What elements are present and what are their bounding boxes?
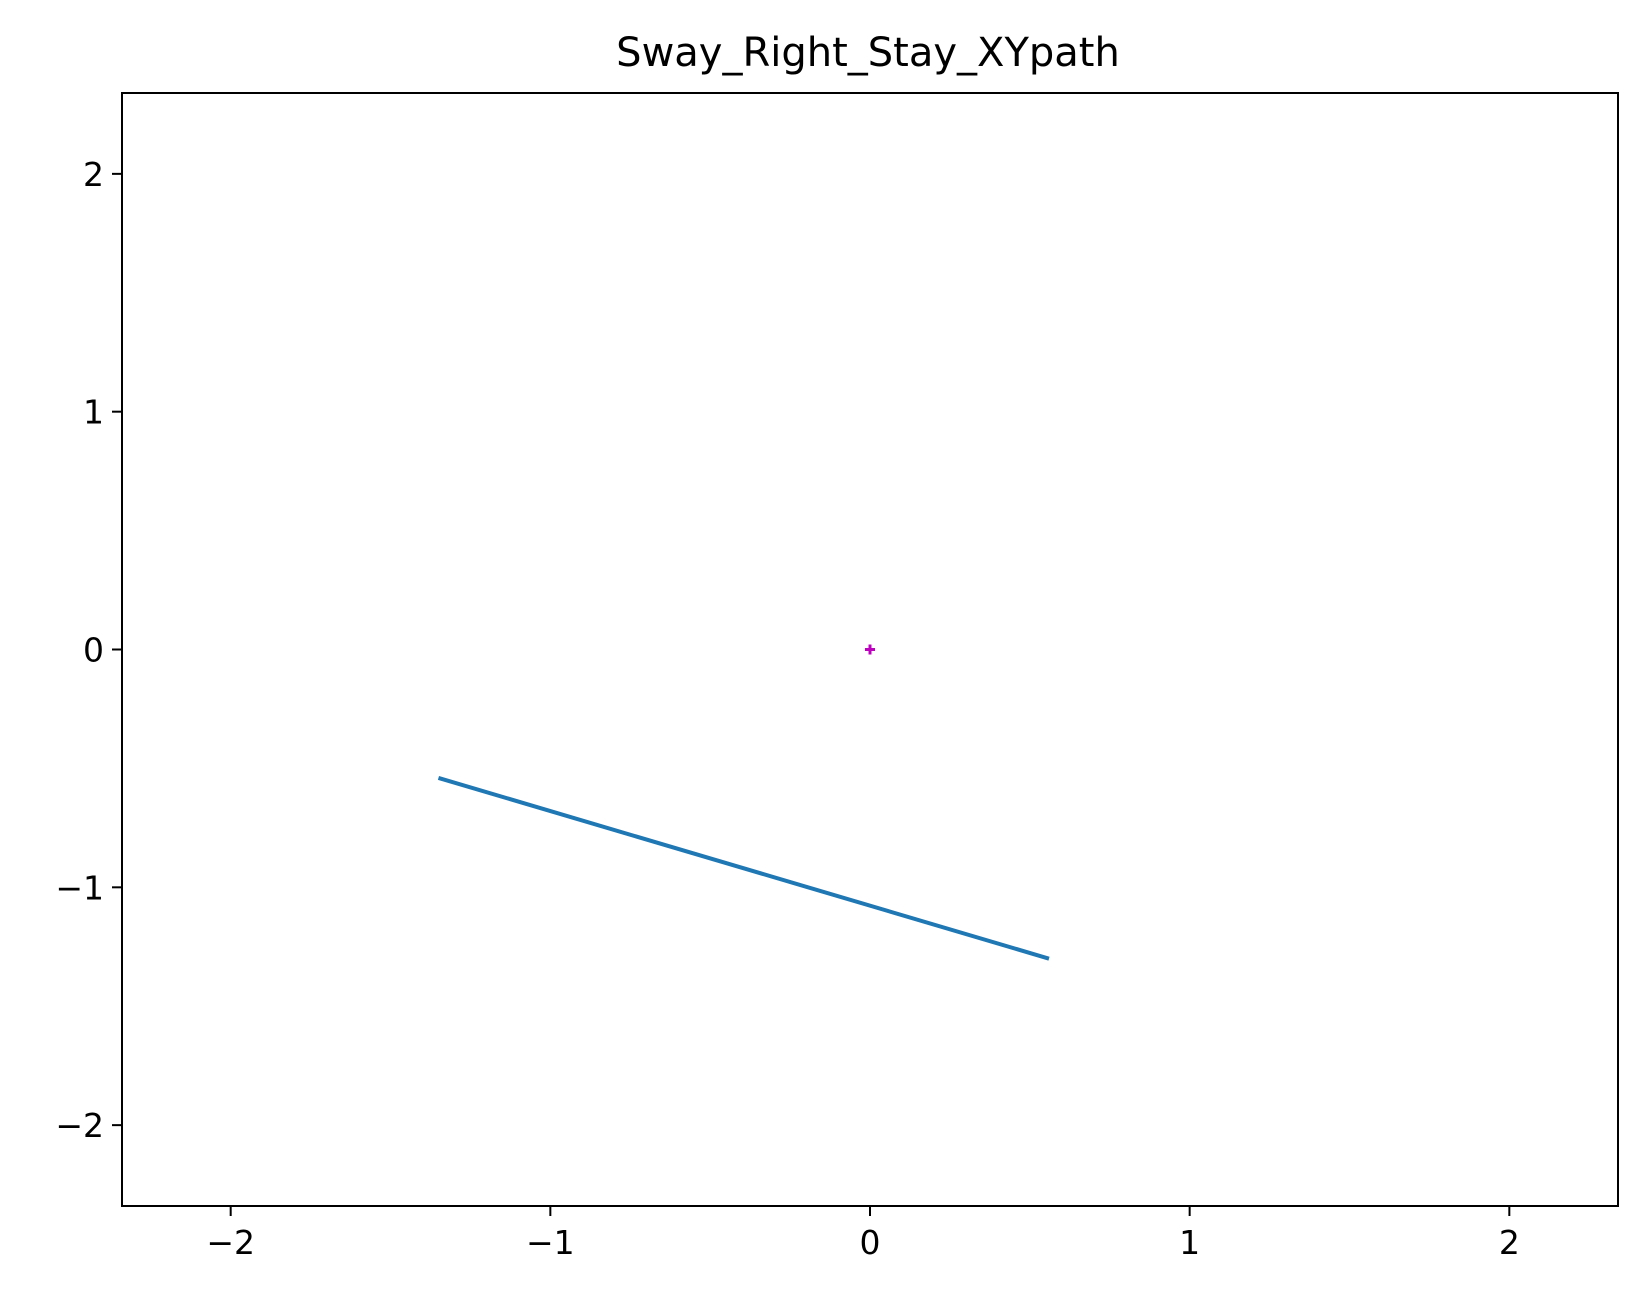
x-tick-label: −1 [526, 1223, 575, 1262]
x-tick-label: 0 [860, 1223, 881, 1262]
x-tick-label: −2 [206, 1223, 255, 1262]
y-tick-label: −2 [55, 1106, 104, 1145]
y-tick-label: 1 [83, 393, 104, 432]
chart-title: Sway_Right_Stay_XYpath [616, 30, 1120, 76]
y-tick-label: 2 [83, 155, 104, 194]
x-tick-label: 1 [1179, 1223, 1200, 1262]
origin-marker [865, 644, 875, 655]
x-tick-label: 2 [1499, 1223, 1520, 1262]
y-tick-label: −1 [55, 868, 104, 907]
y-tick-label: 0 [83, 631, 104, 670]
y-axis: −2 −1 0 1 2 [55, 155, 122, 1145]
series-line [437, 776, 1050, 961]
x-axis: −2 −1 0 1 2 [206, 1206, 1520, 1262]
plot-area [437, 644, 1050, 961]
